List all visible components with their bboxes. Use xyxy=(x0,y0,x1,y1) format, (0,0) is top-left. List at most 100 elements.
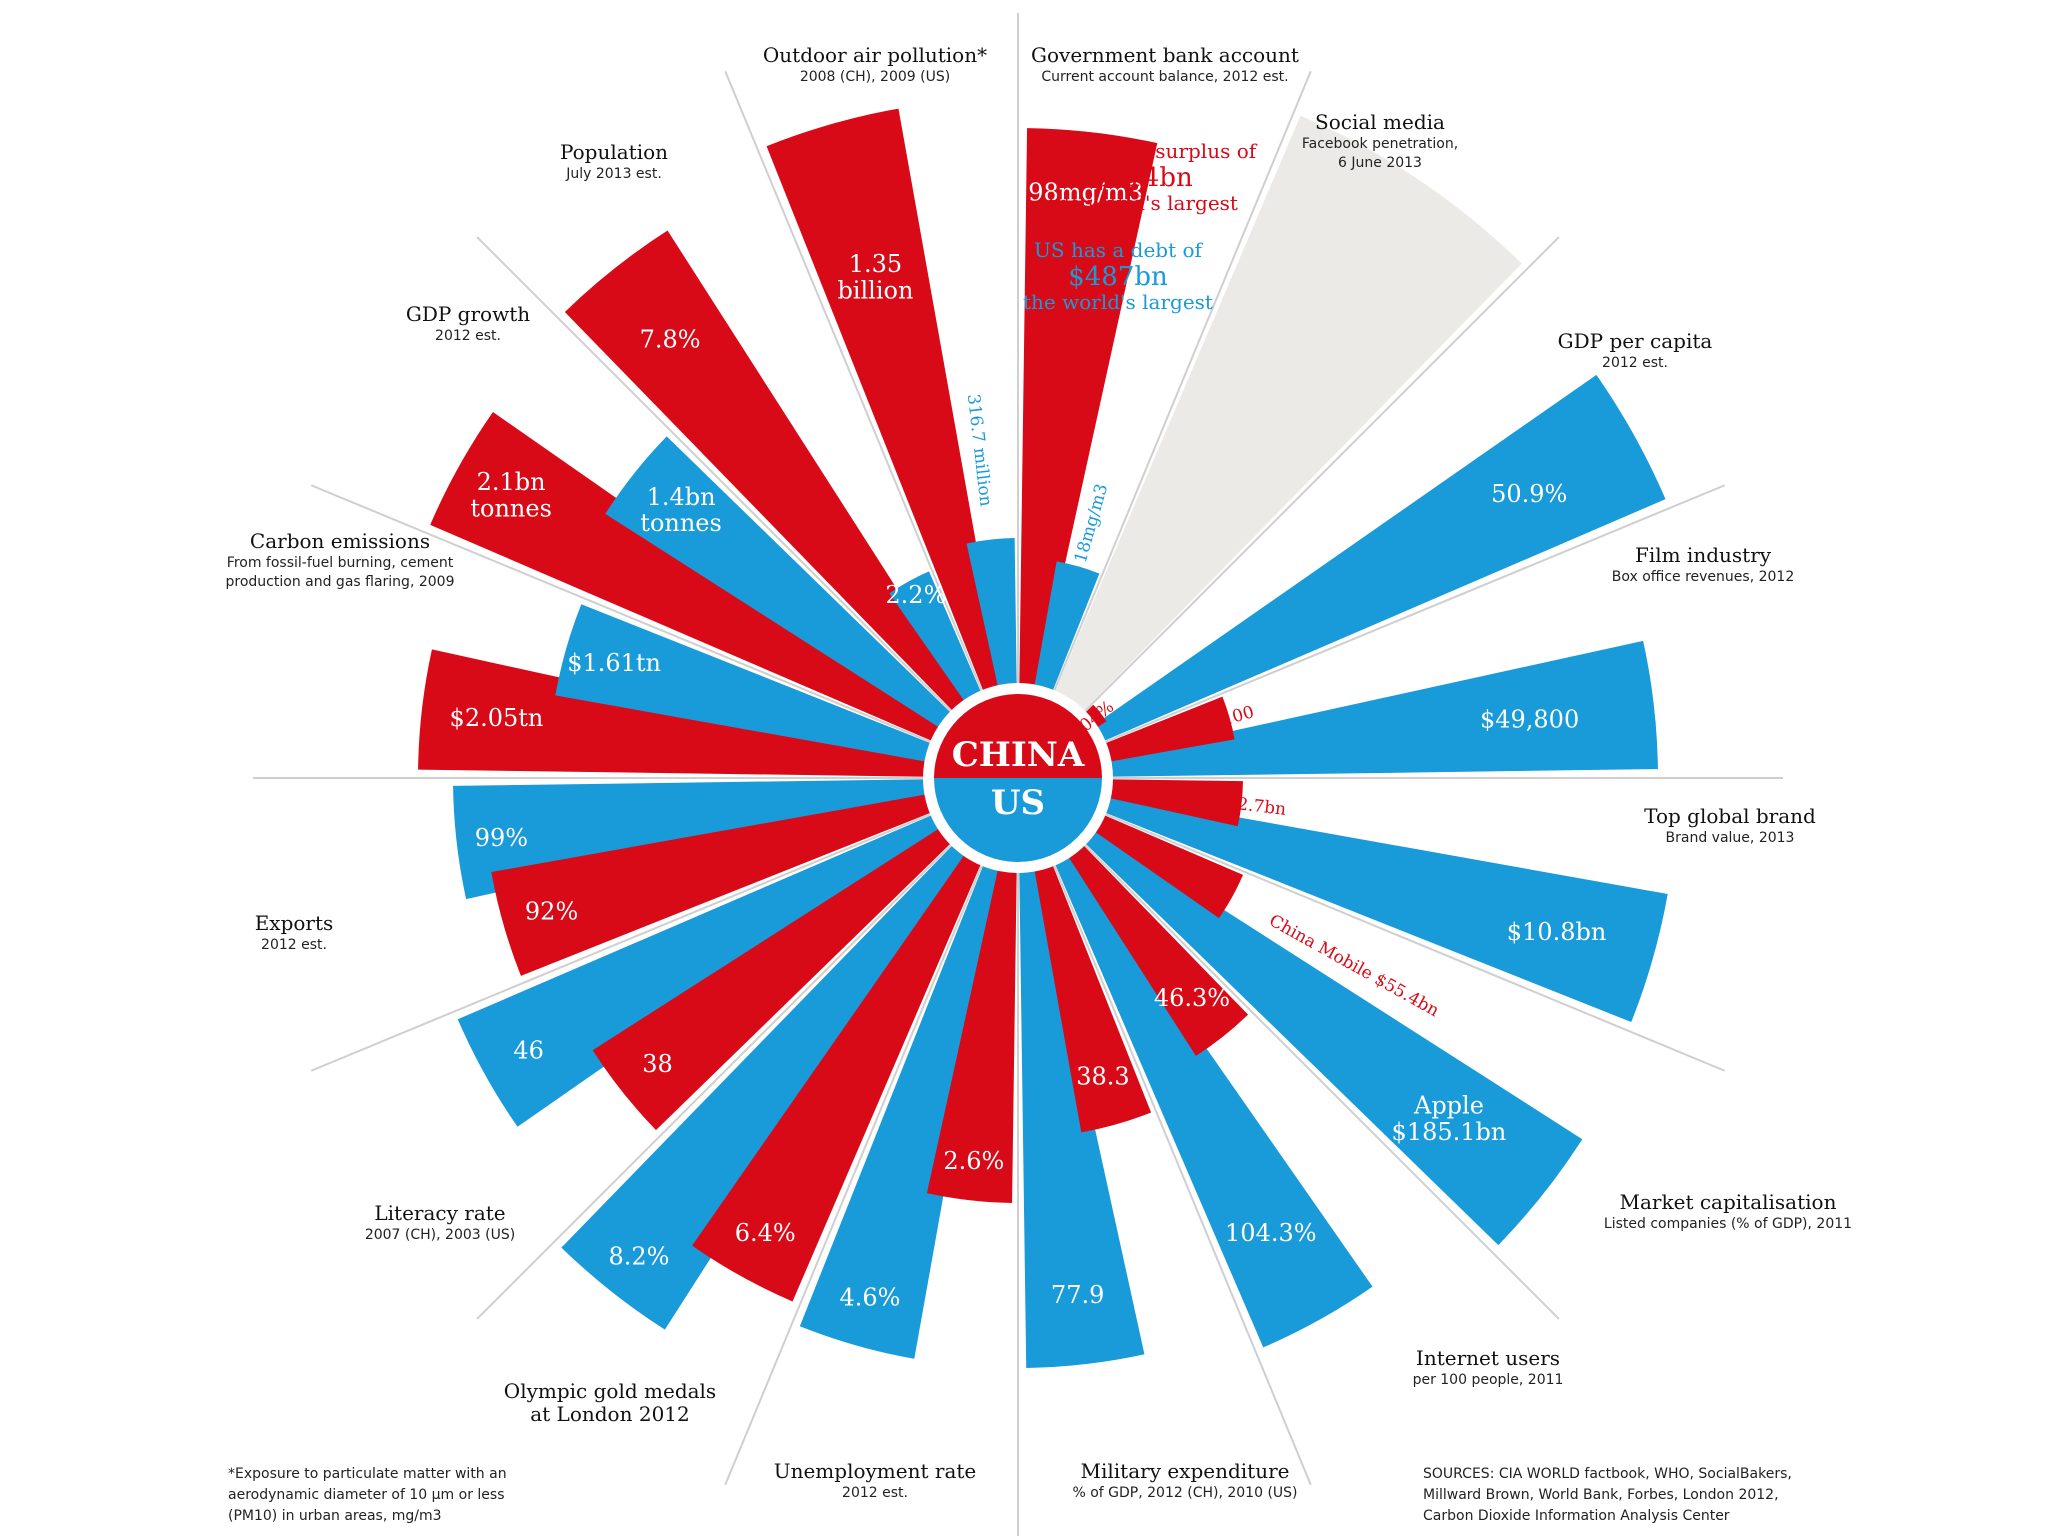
category-subtitle-carbon: production and gas flaring, 2009 xyxy=(226,574,455,590)
category-subtitle-air: 2008 (CH), 2009 (US) xyxy=(800,69,950,85)
us-bar-population xyxy=(966,538,1018,710)
us-bar-military xyxy=(799,843,1006,1359)
divider-gdpgrowth xyxy=(476,236,966,726)
category-subtitle-balance: Current account balance, 2012 est. xyxy=(1041,69,1288,85)
china-value-military: 2.6% xyxy=(943,1147,1004,1175)
category-title-film: Film industry xyxy=(1635,543,1772,567)
category-title-internet: Internet users xyxy=(1416,1346,1560,1370)
china-value-unemployment: 6.4% xyxy=(735,1219,796,1247)
china-bar-air xyxy=(1018,128,1158,710)
sources-line: Millward Brown, World Bank, Forbes, Lond… xyxy=(1423,1487,1779,1503)
us-value-carbon: 1.4bn tonnes xyxy=(640,483,722,537)
us-value-internet: 77.9 xyxy=(1051,1281,1104,1309)
divider-social xyxy=(1070,236,1560,726)
china-bar-gdpgrowth xyxy=(564,230,981,728)
us-value-gdppc: $49,800 xyxy=(1480,705,1579,733)
us-bar-exports xyxy=(555,604,953,766)
center-us-half xyxy=(934,778,1102,862)
category-title-gdppc: GDP per capita xyxy=(1558,329,1713,353)
china-bar-literacy xyxy=(491,790,953,976)
footnote-line: *Exposure to particulate matter with an xyxy=(228,1466,507,1482)
china-bar-carbon xyxy=(430,412,961,751)
bars-layer xyxy=(418,108,1668,1368)
divider-olympic xyxy=(476,830,966,1320)
china-bar-population xyxy=(766,108,1006,713)
us-bar-olympic xyxy=(457,805,961,1127)
us-bar-social xyxy=(1075,374,1666,751)
china-value-market: 46.3% xyxy=(1154,984,1230,1012)
category-title-olympic: at London 2012 xyxy=(530,1402,690,1426)
us-value-social: 50.9% xyxy=(1491,480,1567,508)
balance-bg xyxy=(1045,115,1522,728)
us-value-military: 4.6% xyxy=(839,1284,900,1312)
china-bar-brand xyxy=(1075,805,1244,919)
us-value-population: 316.7 million xyxy=(963,393,996,508)
category-subtitle-market: Listed companies (% of GDP), 2011 xyxy=(1604,1216,1852,1232)
divider-internet xyxy=(1045,846,1312,1486)
category-subtitle-social: Facebook penetration, xyxy=(1302,136,1458,152)
category-subtitle-brand: Brand value, 2013 xyxy=(1666,830,1795,846)
us-value-market: 104.3% xyxy=(1225,1219,1317,1247)
us-bar-air xyxy=(1030,561,1100,713)
divider-market xyxy=(1070,830,1560,1320)
china-bar-olympic xyxy=(592,815,968,1131)
china-value-gdpgrowth: 7.8% xyxy=(640,326,701,354)
category-title-balance: Government bank account xyxy=(1031,43,1299,67)
china-value-internet: 38.3 xyxy=(1076,1063,1129,1091)
category-subtitle-exports: 2012 est. xyxy=(261,937,327,953)
us-value-brand: Apple $185.1bn xyxy=(1392,1092,1507,1146)
category-subtitle-unemployment: 2012 est. xyxy=(842,1485,908,1501)
us-bar-carbon xyxy=(605,436,968,741)
us-debt-note: the world's largest xyxy=(1023,290,1213,314)
china-bar-market xyxy=(1055,828,1249,1056)
us-debt-value: $487bn xyxy=(1068,262,1168,292)
china-value-population: 1.35 billion xyxy=(837,250,913,304)
us-value-unemployment: 8.2% xyxy=(609,1242,670,1270)
category-title-population: Population xyxy=(560,140,668,164)
sources-line: Carbon Dioxide Information Analysis Cent… xyxy=(1423,1508,1730,1524)
us-bar-gdpgrowth xyxy=(889,571,991,721)
category-subtitle-gdpgrowth: 2012 est. xyxy=(435,328,501,344)
china-value-air: 98mg/m3 xyxy=(1028,178,1143,206)
category-title-gdpgrowth: GDP growth xyxy=(406,302,530,326)
us-bar-market xyxy=(1045,835,1373,1348)
china-bar-film xyxy=(1086,778,1243,827)
divider-brand xyxy=(1086,805,1726,1072)
category-subtitle-gdppc: 2012 est. xyxy=(1602,355,1668,371)
china-surplus-value: $214bn xyxy=(1093,163,1193,193)
category-title-carbon: Carbon emissions xyxy=(250,529,430,553)
china-bar-unemployment xyxy=(692,835,991,1302)
china-value-olympic: 38 xyxy=(642,1050,673,1078)
category-subtitle-film: Box office revenues, 2012 xyxy=(1612,569,1794,585)
us-debt-text: US has a debt of xyxy=(1034,238,1203,262)
footnote-line: (PM10) in urban areas, mg/m3 xyxy=(228,1508,442,1524)
center-china-half xyxy=(934,694,1102,778)
china-bar-military xyxy=(926,846,1018,1203)
china-value-carbon: 2.1bn tonnes xyxy=(470,468,552,522)
category-subtitle-carbon: From fossil-fuel burning, cement xyxy=(227,555,454,571)
category-title-olympic: Olympic gold medals xyxy=(504,1379,716,1403)
divider-balance xyxy=(1045,70,1312,710)
divider-unemployment xyxy=(724,846,991,1486)
us-value-literacy: 99% xyxy=(475,824,528,852)
category-subtitle-military: % of GDP, 2012 (CH), 2010 (US) xyxy=(1072,1485,1297,1501)
china-bar-internet xyxy=(1030,843,1152,1133)
us-bar-unemployment xyxy=(561,828,981,1330)
divider-population xyxy=(724,70,991,710)
category-title-unemployment: Unemployment rate xyxy=(774,1459,977,1483)
sources-line: SOURCES: CIA WORLD factbook, WHO, Social… xyxy=(1423,1466,1792,1482)
china-value-literacy: 92% xyxy=(525,897,578,925)
category-title-social: Social media xyxy=(1315,110,1445,134)
us-bar-film xyxy=(1083,790,1668,1023)
category-title-military: Military expenditure xyxy=(1081,1459,1290,1483)
us-bar-gdppc xyxy=(1086,640,1658,778)
china-surplus-text: China has a surplus of xyxy=(1030,139,1258,163)
us-bar-brand xyxy=(1068,815,1583,1246)
us-value-olympic: 46 xyxy=(513,1037,544,1065)
us-value-film: $10.8bn xyxy=(1507,918,1607,946)
category-title-literacy: Literacy rate xyxy=(374,1201,505,1225)
category-subtitle-social: 6 June 2013 xyxy=(1338,155,1422,171)
china-surplus-note: the world's largest xyxy=(1048,191,1238,215)
divider-carbon xyxy=(310,484,950,751)
